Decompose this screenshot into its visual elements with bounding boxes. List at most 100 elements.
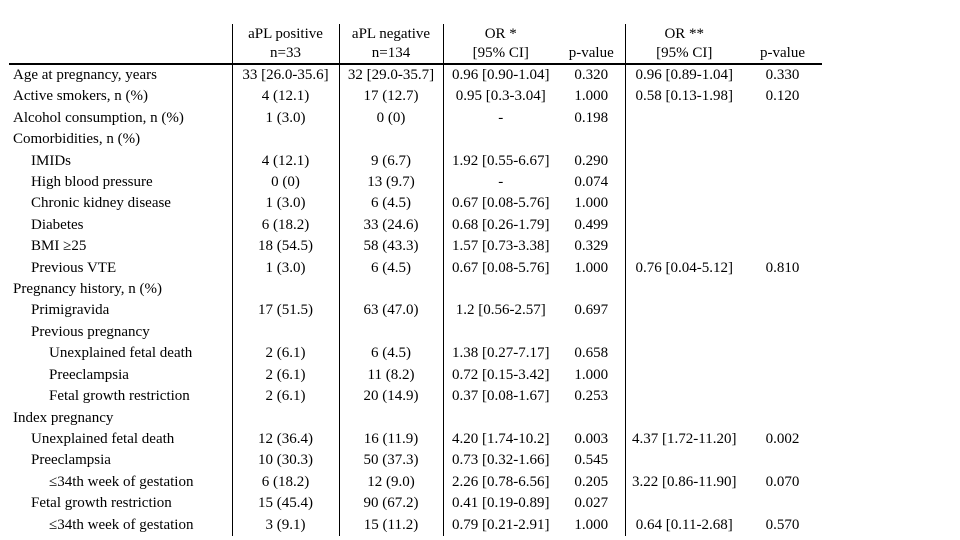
row-label: Primigravida bbox=[9, 300, 233, 322]
cell-or1: 1.38 [0.27-7.17] bbox=[452, 345, 550, 362]
cell-p1: 0.253 bbox=[558, 386, 626, 408]
row-label: Chronic kidney disease bbox=[9, 193, 233, 215]
cell-apl-positive: 3 (9.1) bbox=[232, 514, 340, 536]
cell-apl-positive: 2 (6.1) bbox=[232, 364, 340, 387]
cell-or2: 4.37 [1.72-11.20] bbox=[632, 430, 737, 447]
header-row-1: aPL positive aPL negative OR * OR ** bbox=[9, 24, 822, 44]
row-label: Previous VTE bbox=[9, 257, 233, 280]
cell-p1: 0.074 bbox=[558, 172, 626, 194]
cell-apl-positive bbox=[232, 321, 340, 344]
cell-or2 bbox=[625, 215, 743, 236]
cell-p1: 0.003 bbox=[558, 428, 626, 451]
cell-p2: 0.810 bbox=[765, 259, 800, 276]
header-apl-positive-n: n=33 bbox=[232, 44, 340, 65]
table-row: Chronic kidney disease 1 (3.0) 6 (4.5) 0.67… bbox=[9, 193, 822, 215]
cell-p2 bbox=[743, 450, 822, 471]
cell-apl-positive bbox=[232, 279, 340, 301]
header-p1-label: p-value bbox=[558, 44, 626, 65]
cell-apl-positive bbox=[232, 407, 340, 429]
row-label: Index pregnancy bbox=[9, 407, 233, 429]
table-row: Previous VTE 1 (3.0) 6 (4.5) 0.67 [0.08-5.7… bbox=[9, 257, 822, 280]
cell-or1: 2.26 [0.78-6.56] bbox=[452, 473, 550, 490]
table-body: Age at pregnancy, years 33 [26.0-35.6] 32 … bbox=[9, 64, 822, 536]
cell-or1: 0.41 [0.19-0.89] bbox=[452, 495, 550, 512]
cell-apl-positive: 1 (3.0) bbox=[232, 257, 340, 280]
cell-p2 bbox=[743, 215, 822, 236]
cell-p2 bbox=[743, 343, 822, 364]
cell-or1 bbox=[443, 279, 558, 300]
table-row: Previous pregnancy bbox=[9, 321, 822, 344]
cell-or2 bbox=[625, 300, 743, 321]
cell-or1: 1.57 [0.73-3.38] bbox=[452, 238, 550, 255]
cell-p2: 0.120 bbox=[765, 88, 800, 105]
cell-p1 bbox=[558, 129, 626, 151]
cell-p2 bbox=[743, 279, 822, 300]
header-or2: OR ** bbox=[664, 26, 705, 42]
cell-apl-negative: 32 [29.0-35.7] bbox=[339, 64, 444, 87]
cell-p1: 0.499 bbox=[558, 214, 626, 237]
cell-or1 bbox=[443, 129, 558, 150]
cell-apl-positive: 2 (6.1) bbox=[232, 343, 340, 365]
table-row: Pregnancy history, n (%) bbox=[9, 279, 822, 301]
cell-or2 bbox=[625, 450, 743, 471]
cell-apl-negative: 12 (9.0) bbox=[339, 471, 444, 494]
row-label: Alcohol consumption, n (%) bbox=[9, 107, 233, 130]
cell-or2 bbox=[625, 279, 743, 300]
table-row: High blood pressure 0 (0) 13 (9.7) - 0.074 bbox=[9, 172, 822, 194]
table-row: Preeclampsia 2 (6.1) 11 (8.2) 0.72 [0.15-3.… bbox=[9, 364, 822, 387]
cell-apl-negative bbox=[339, 129, 444, 151]
cell-apl-positive: 17 (51.5) bbox=[232, 300, 340, 322]
row-label: ≤34th week of gestation bbox=[9, 471, 233, 494]
row-label: IMIDs bbox=[9, 150, 233, 173]
cell-p2: 0.070 bbox=[765, 473, 800, 490]
header-p2-label: p-value bbox=[743, 44, 822, 65]
cell-apl-positive: 1 (3.0) bbox=[232, 193, 340, 215]
cell-apl-negative: 16 (11.9) bbox=[339, 428, 444, 451]
cell-or1: 0.67 [0.08-5.76] bbox=[452, 195, 550, 212]
cell-p1: 0.027 bbox=[558, 493, 626, 515]
cell-apl-positive: 10 (30.3) bbox=[232, 450, 340, 472]
cell-or2: 0.76 [0.04-5.12] bbox=[635, 259, 734, 276]
cell-apl-positive: 12 (36.4) bbox=[232, 428, 340, 451]
cell-or2 bbox=[625, 172, 743, 193]
cell-apl-negative: 33 (24.6) bbox=[339, 214, 444, 237]
table-row: Fetal growth restriction 2 (6.1) 20 (14.9)… bbox=[9, 386, 822, 408]
cell-apl-negative: 50 (37.3) bbox=[339, 450, 444, 472]
table-row: ≤34th week of gestation 3 (9.1) 15 (11.2) 0… bbox=[9, 514, 822, 536]
cell-p2 bbox=[743, 386, 822, 407]
cell-or1: 0.96 [0.90-1.04] bbox=[452, 67, 550, 83]
table-row: Age at pregnancy, years 33 [26.0-35.6] 32 … bbox=[9, 64, 822, 87]
table-row: BMI ≥25 18 (54.5) 58 (43.3) 1.57 [0.73-3.38… bbox=[9, 236, 822, 258]
row-label: Preeclampsia bbox=[9, 364, 233, 387]
cell-or1: 1.92 [0.55-6.67] bbox=[452, 152, 550, 169]
cell-or1: 4.20 [1.74-10.2] bbox=[452, 430, 550, 447]
header-or2-ci: [95% CI] bbox=[625, 44, 743, 65]
cell-apl-negative: 58 (43.3) bbox=[339, 236, 444, 258]
cell-apl-negative bbox=[339, 321, 444, 344]
cell-apl-negative: 17 (12.7) bbox=[339, 86, 444, 108]
table-row: Diabetes 6 (18.2) 33 (24.6) 0.68 [0.26-1.79… bbox=[9, 214, 822, 237]
cell-p1: 0.205 bbox=[558, 471, 626, 494]
cell-apl-negative: 15 (11.2) bbox=[339, 514, 444, 536]
table-row: IMIDs 4 (12.1) 9 (6.7) 1.92 [0.55-6.67] 0.29… bbox=[9, 150, 822, 173]
cell-apl-negative bbox=[339, 279, 444, 301]
cell-p1 bbox=[558, 321, 626, 344]
cell-apl-negative: 13 (9.7) bbox=[339, 172, 444, 194]
cell-or2 bbox=[625, 193, 743, 214]
cell-or2: 3.22 [0.86-11.90] bbox=[632, 473, 737, 490]
cell-or1: - bbox=[498, 174, 504, 191]
cell-or1 bbox=[443, 322, 558, 343]
row-label: Unexplained fetal death bbox=[9, 343, 233, 365]
cell-or2 bbox=[625, 386, 743, 407]
cell-p1: 1.000 bbox=[558, 514, 626, 536]
table-row: Alcohol consumption, n (%) 1 (3.0) 0 (0) - 0… bbox=[9, 107, 822, 130]
cell-or1: 0.68 [0.26-1.79] bbox=[452, 216, 550, 233]
cell-or1: 0.37 [0.08-1.67] bbox=[452, 388, 550, 405]
row-label: High blood pressure bbox=[9, 172, 233, 194]
cell-or1 bbox=[443, 408, 558, 429]
row-label: Active smokers, n (%) bbox=[9, 86, 233, 108]
cell-p1: 0.697 bbox=[558, 300, 626, 322]
cell-apl-positive: 0 (0) bbox=[232, 172, 340, 194]
cell-apl-positive: 15 (45.4) bbox=[232, 493, 340, 515]
